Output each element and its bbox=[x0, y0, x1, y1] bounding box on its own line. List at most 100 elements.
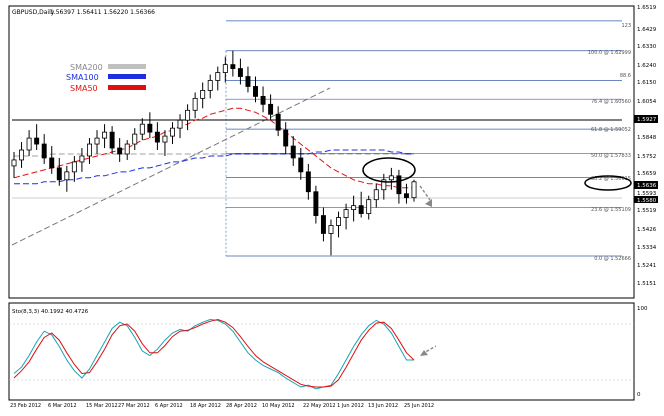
candle-body bbox=[358, 205, 364, 214]
candle-body bbox=[200, 90, 206, 99]
date-tick: 23 Feb 2012 bbox=[10, 403, 41, 409]
sma200-line bbox=[14, 153, 414, 157]
price-tick: 1.6240 bbox=[637, 63, 657, 69]
candle-body bbox=[366, 199, 372, 214]
price-tick: 1.5334 bbox=[637, 245, 657, 251]
price-tick: 1.5519 bbox=[637, 208, 657, 214]
candle-body bbox=[403, 193, 409, 199]
legend: SMA200 SMA100 SMA50 bbox=[66, 63, 146, 93]
fib-label: 61.8 @ 1.59052 bbox=[591, 127, 631, 133]
legend-sma100-label: SMA100 bbox=[66, 73, 99, 82]
candle-body bbox=[328, 225, 334, 234]
oscillator-axis-top: 100 bbox=[637, 306, 648, 312]
trendline-upper bbox=[11, 87, 331, 246]
price-tick: 1.6330 bbox=[637, 44, 657, 50]
candle-body bbox=[26, 137, 32, 151]
price-tick: 1.5426 bbox=[637, 227, 657, 233]
price-tick: 1.5848 bbox=[637, 135, 657, 141]
candle-body bbox=[124, 143, 130, 155]
candle-body bbox=[298, 157, 304, 173]
date-tick: 10 May 2012 bbox=[262, 403, 295, 409]
candle-body bbox=[260, 95, 266, 105]
date-tick: 6 Apr 2012 bbox=[155, 403, 183, 409]
price-tick: 1.5752 bbox=[637, 154, 656, 160]
ohlc-label: 1.56397 1.56411 1.56220 1.56366 bbox=[50, 9, 155, 16]
price-highlight-bid bbox=[634, 196, 658, 203]
candle-body bbox=[207, 80, 213, 91]
price-highlight-2-label: 1.5593 bbox=[637, 191, 657, 197]
candle-body bbox=[64, 171, 70, 181]
price-tick: 1.6054 bbox=[637, 99, 657, 105]
candle-body bbox=[373, 189, 379, 201]
price-highlight-current bbox=[634, 181, 658, 189]
price-axis: 1.6519 1.6429 1.6330 1.6240 1.6150 1.605… bbox=[634, 5, 658, 287]
oscillator-axis-bottom: 0 bbox=[637, 392, 641, 398]
candle-body bbox=[305, 171, 311, 193]
date-tick: 18 Apr 2012 bbox=[190, 403, 221, 409]
stochastic-signal-line bbox=[13, 318, 415, 388]
date-tick: 27 Mar 2012 bbox=[118, 403, 150, 409]
price-highlight-3-label: 1.5580 bbox=[637, 198, 657, 204]
date-tick: 15 Mar 2012 bbox=[86, 403, 118, 409]
oscillator-label: Sto(8,3,3) 40.1992 40.4726 bbox=[12, 309, 89, 315]
candle-body bbox=[215, 72, 221, 81]
date-tick: 28 Apr 2012 bbox=[226, 403, 257, 409]
date-tick: 25 Jun 2012 bbox=[404, 403, 434, 409]
oscillator-lines bbox=[13, 318, 415, 390]
candle-body bbox=[222, 64, 228, 73]
candle-body bbox=[34, 137, 40, 145]
price-tick: 1.6150 bbox=[637, 80, 657, 86]
candle-body bbox=[79, 155, 85, 163]
candle-body bbox=[192, 97, 198, 111]
candle-body bbox=[177, 119, 183, 129]
annotation-circle-price bbox=[584, 175, 632, 191]
candle-body bbox=[56, 167, 62, 181]
candle-body bbox=[94, 137, 100, 145]
date-tick: 22 May 2012 bbox=[303, 403, 336, 409]
legend-sma200-swatch bbox=[108, 64, 146, 69]
fib-label: 88.6 bbox=[620, 73, 631, 79]
candle-body bbox=[411, 181, 417, 199]
candle-body bbox=[71, 161, 77, 173]
candle-body bbox=[351, 205, 357, 211]
candle-body bbox=[268, 103, 274, 115]
legend-sma50-swatch bbox=[108, 85, 146, 90]
price-tick: 1.6429 bbox=[637, 27, 657, 33]
candle-body bbox=[313, 191, 319, 216]
oscillator-arrow-head bbox=[420, 350, 428, 356]
fibonacci-labels: 123 100.0 @ 1.62999 88.6 76.4 @ 1.60560 … bbox=[588, 23, 631, 262]
candle-body bbox=[19, 149, 25, 161]
candle-body bbox=[147, 123, 153, 133]
forecast-arrow-line bbox=[419, 185, 431, 201]
fib-label: 50.0 @ 1.57833 bbox=[591, 153, 631, 159]
candle-body bbox=[275, 113, 281, 131]
candle-body bbox=[290, 145, 296, 159]
candle-body bbox=[41, 143, 47, 159]
candle-body bbox=[396, 175, 402, 195]
price-highlight-top-label: 1.5927 bbox=[637, 117, 657, 123]
candle-body bbox=[237, 68, 243, 77]
candle-body bbox=[132, 133, 138, 145]
candle-body bbox=[49, 157, 55, 169]
price-highlight-current-label: 1.5636 bbox=[637, 183, 657, 189]
price-tick: 1.5241 bbox=[637, 263, 656, 269]
candle-body bbox=[381, 179, 387, 191]
legend-sma100-swatch bbox=[108, 74, 146, 79]
candle-body bbox=[102, 131, 108, 139]
candle-body bbox=[162, 135, 168, 143]
price-tick: 1.5151 bbox=[637, 281, 656, 287]
price-highlight-top bbox=[634, 115, 658, 123]
candle-body bbox=[109, 131, 115, 149]
oscillator-panel-frame bbox=[8, 302, 635, 401]
candle-body bbox=[139, 123, 145, 135]
date-tick: 13 Jun 2012 bbox=[368, 403, 398, 409]
legend-sma50-label: SMA50 bbox=[70, 84, 98, 93]
candle-body bbox=[11, 159, 17, 167]
candle-body bbox=[253, 86, 258, 97]
price-tick: 1.6519 bbox=[637, 5, 657, 11]
date-tick: 6 Mar 2012 bbox=[48, 403, 77, 409]
candle-body bbox=[320, 215, 326, 234]
candle-body bbox=[170, 127, 175, 137]
candle-body bbox=[230, 64, 236, 69]
